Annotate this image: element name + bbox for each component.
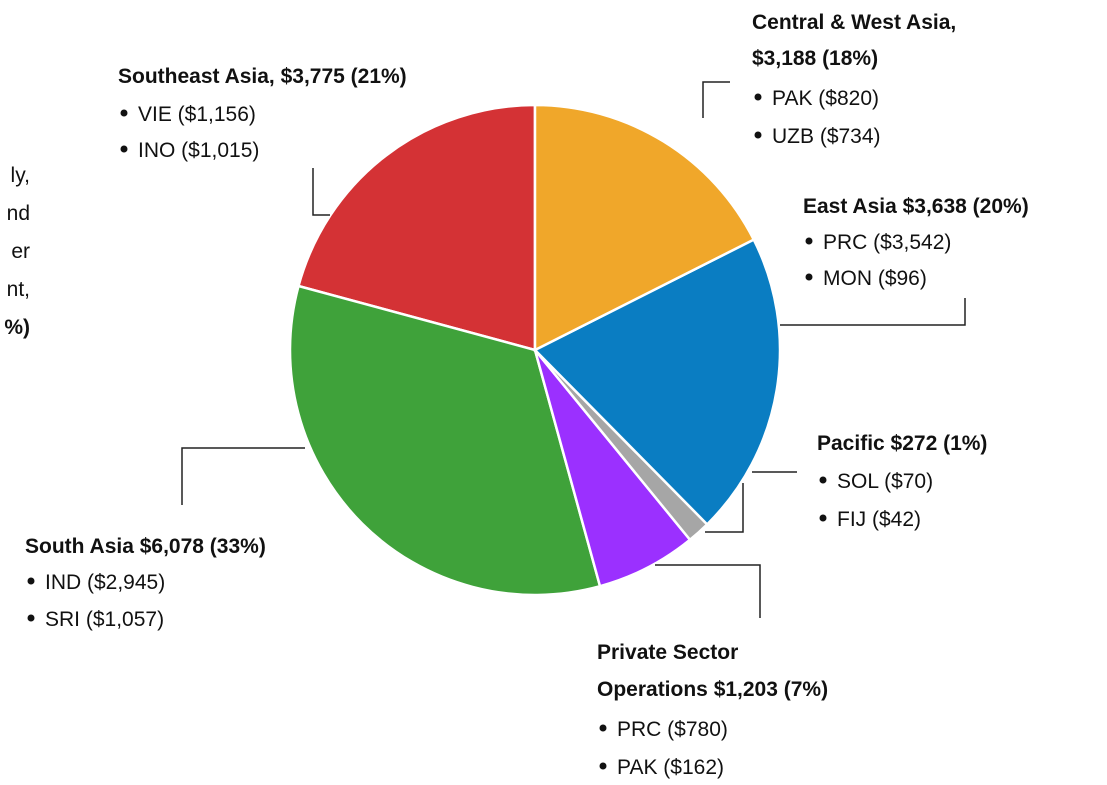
bullet [805, 273, 813, 281]
bullet [754, 131, 762, 139]
bullet [754, 93, 762, 101]
slice-detail: SOL ($70) [837, 470, 933, 493]
bullet [819, 514, 827, 522]
slice-detail: MON ($96) [823, 267, 927, 290]
slice-label: Private Sector [597, 641, 738, 664]
slice-detail: VIE ($1,156) [138, 103, 256, 126]
leader-line [312, 168, 330, 216]
pie-slice [296, 103, 537, 352]
slice-label: Pacific $272 (1%) [817, 432, 987, 455]
leader-line [655, 564, 761, 618]
slice-detail: IND ($2,945) [45, 571, 165, 594]
slice-label: Operations $1,203 (7%) [597, 678, 828, 701]
slice-label: $3,188 (18%) [752, 47, 878, 70]
slice-detail: INO ($1,015) [138, 139, 259, 162]
slice-label: Southeast Asia, $3,775 (21%) [118, 65, 407, 88]
bullet [805, 237, 813, 245]
bullet [120, 145, 128, 153]
slice-detail: PRC ($780) [617, 718, 728, 741]
slice-label: Central & West Asia, [752, 11, 956, 34]
leader-line [780, 298, 966, 326]
slice-label: South Asia $6,078 (33%) [25, 535, 266, 558]
leader-line [181, 447, 305, 505]
slice-detail: FIJ ($42) [837, 508, 921, 531]
slice-label: East Asia $3,638 (20%) [803, 195, 1029, 218]
bullet [599, 724, 607, 732]
pie-slice [532, 237, 782, 527]
slice-detail: PAK ($162) [617, 756, 724, 779]
leader-line [705, 483, 744, 533]
bullet [27, 614, 35, 622]
cropped-label: ly, [11, 164, 30, 187]
bullet [27, 577, 35, 585]
pie-slice [288, 284, 602, 597]
cropped-label: %) [4, 316, 30, 339]
bullet [599, 762, 607, 770]
cropped-label: nt, [7, 278, 30, 301]
cropped-label: nd [7, 202, 30, 225]
pie-slice [533, 103, 756, 353]
slice-detail: PAK ($820) [772, 87, 879, 110]
bullet [819, 476, 827, 484]
slice-detail: PRC ($3,542) [823, 231, 951, 254]
leader-line [702, 81, 730, 118]
slice-detail: UZB ($734) [772, 125, 881, 148]
slice-detail: SRI ($1,057) [45, 608, 164, 631]
leader-lines [181, 81, 966, 618]
cropped-label: er [11, 240, 30, 263]
bullet [120, 109, 128, 117]
